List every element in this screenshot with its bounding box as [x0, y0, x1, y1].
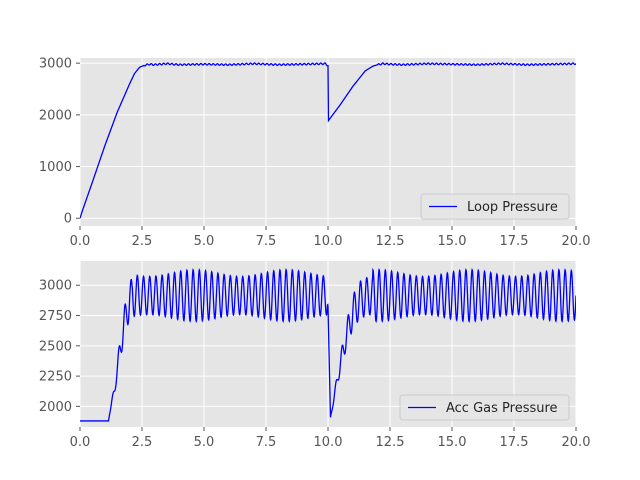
x-tick-label: 17.5 [500, 234, 529, 249]
legend-box [420, 193, 570, 220]
x-tick-label: 7.5 [256, 435, 277, 450]
legend-label: Loop Pressure [467, 200, 558, 215]
x-tick-label: 10.0 [314, 435, 343, 450]
x-tick-label: 20.0 [562, 234, 591, 249]
x-tick-label: 5.0 [194, 234, 215, 249]
y-tick-label: 2000 [39, 400, 72, 415]
x-tick-label: 5.0 [194, 435, 215, 450]
y-tick-label: 2250 [39, 370, 72, 385]
x-tick-label: 2.5 [132, 234, 153, 249]
x-tick-label: 12.5 [376, 435, 405, 450]
series-line-loop-pressure [80, 62, 576, 219]
y-tick-label: 1000 [39, 160, 72, 175]
x-tick-label: 0.0 [70, 234, 91, 249]
x-tick-label: 15.0 [438, 234, 467, 249]
x-tick-label: 10.0 [314, 234, 343, 249]
y-tick-label: 3000 [39, 279, 72, 294]
y-tick-label: 0 [64, 212, 72, 227]
series-line-acc-gas-pressure [80, 267, 576, 422]
y-tick-label: 3000 [39, 57, 72, 72]
x-tick-label: 0.0 [70, 435, 91, 450]
chart-panel-2: 0.0 2.5 5.0 7.5 10.0 12.5 15.0 17.5 20.0 2000 2250… [39, 261, 591, 450]
chart-panel-1: 0.0 2.5 5.0 7.5 10.0 12.5 15.0 17.5 20.0 0 1000 200… [39, 57, 591, 249]
legend: Loop Pressure [420, 193, 570, 220]
x-tick-label: 17.5 [500, 435, 529, 450]
x-tick-label: 15.0 [438, 435, 467, 450]
y-tick-label: 2750 [39, 309, 72, 324]
y-tick-label: 2000 [39, 108, 72, 123]
x-tick-label: 2.5 [132, 435, 153, 450]
y-tick-label: 2500 [39, 339, 72, 354]
legend-label: Acc Gas Pressure [446, 401, 558, 416]
legend: Acc Gas Pressure [399, 394, 570, 421]
legend-box [399, 394, 570, 421]
x-tick-label: 12.5 [376, 234, 405, 249]
x-tick-label: 20.0 [562, 435, 591, 450]
x-tick-label: 7.5 [256, 234, 277, 249]
